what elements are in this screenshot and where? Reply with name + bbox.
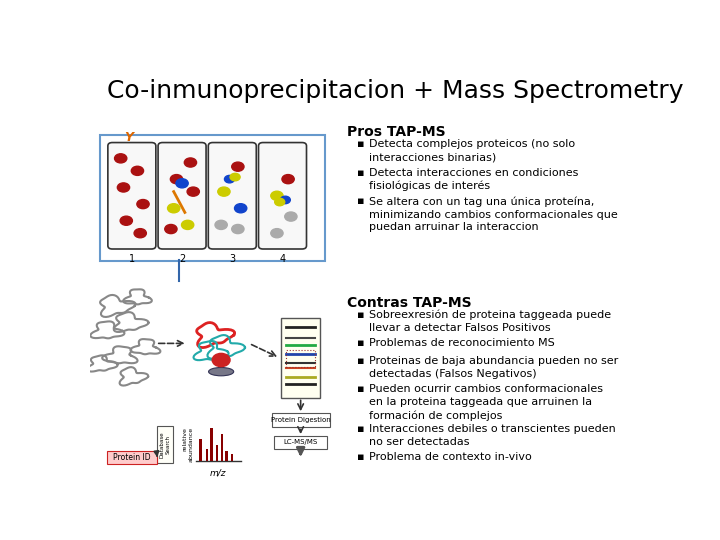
Text: 1: 1	[129, 254, 135, 264]
Circle shape	[165, 225, 177, 234]
Text: Co-inmunoprecipitacion + Mass Spectrometry: Co-inmunoprecipitacion + Mass Spectromet…	[107, 79, 683, 103]
Circle shape	[235, 204, 247, 213]
Text: ▪: ▪	[356, 197, 364, 206]
Text: Detecta complejos proteicos (no solo
interacciones binarias): Detecta complejos proteicos (no solo int…	[369, 139, 575, 162]
Text: Se altera con un tag una única proteína,
minimizando cambios conformacionales qu: Se altera con un tag una única proteína,…	[369, 197, 618, 232]
Bar	[220, 435, 223, 462]
Circle shape	[114, 154, 127, 163]
FancyBboxPatch shape	[100, 134, 325, 261]
Text: Contras TAP-MS: Contras TAP-MS	[347, 295, 472, 309]
Text: Y: Y	[125, 131, 134, 144]
Text: m/z: m/z	[210, 469, 227, 478]
Circle shape	[232, 225, 244, 234]
Bar	[230, 454, 233, 462]
Circle shape	[134, 228, 146, 238]
Circle shape	[230, 173, 240, 181]
Circle shape	[280, 196, 290, 204]
FancyBboxPatch shape	[157, 427, 174, 463]
Text: ▪: ▪	[356, 424, 364, 434]
FancyBboxPatch shape	[282, 318, 320, 399]
Text: relative
abundance: relative abundance	[182, 427, 193, 462]
Bar	[215, 445, 218, 462]
Bar	[210, 428, 213, 462]
Text: Pueden ocurrir cambios conformacionales
en la proteina taggeada que arruinen la
: Pueden ocurrir cambios conformacionales …	[369, 384, 603, 421]
FancyBboxPatch shape	[108, 143, 156, 249]
Text: ▪: ▪	[356, 356, 364, 366]
Circle shape	[117, 183, 130, 192]
FancyBboxPatch shape	[107, 451, 157, 464]
Text: Protein Digestion: Protein Digestion	[271, 417, 330, 423]
Circle shape	[284, 212, 297, 221]
Circle shape	[282, 174, 294, 184]
Text: Database
Search: Database Search	[160, 431, 171, 458]
Text: Interacciones debiles o transcientes pueden
no ser detectadas: Interacciones debiles o transcientes pue…	[369, 424, 616, 447]
Circle shape	[181, 220, 194, 230]
Circle shape	[184, 158, 197, 167]
Text: 2: 2	[179, 254, 185, 264]
Text: 3: 3	[229, 254, 235, 264]
FancyBboxPatch shape	[271, 413, 330, 427]
Text: Pros TAP-MS: Pros TAP-MS	[347, 125, 445, 139]
Circle shape	[137, 199, 149, 208]
FancyBboxPatch shape	[208, 143, 256, 249]
Text: ▪: ▪	[356, 168, 364, 178]
Text: ▪: ▪	[356, 338, 364, 348]
Circle shape	[171, 174, 183, 184]
Text: ▪: ▪	[356, 384, 364, 394]
Text: ▪: ▪	[356, 139, 364, 149]
Circle shape	[225, 176, 235, 183]
Ellipse shape	[209, 368, 234, 376]
Circle shape	[187, 187, 199, 196]
Circle shape	[217, 187, 230, 196]
Text: ▪: ▪	[356, 453, 364, 462]
Text: Problema de contexto in-vivo: Problema de contexto in-vivo	[369, 453, 532, 462]
Text: Proteinas de baja abundancia pueden no ser
detectadas (Falsos Negativos): Proteinas de baja abundancia pueden no s…	[369, 356, 618, 379]
Bar	[225, 451, 228, 462]
Text: LC-MS/MS: LC-MS/MS	[284, 440, 318, 445]
Circle shape	[275, 198, 284, 206]
Text: 4: 4	[279, 254, 286, 264]
Circle shape	[120, 216, 132, 225]
Circle shape	[131, 166, 143, 176]
FancyBboxPatch shape	[274, 436, 327, 449]
Text: ▪: ▪	[356, 310, 364, 320]
Text: Detecta interacciones en condiciones
fisiológicas de interés: Detecta interacciones en condiciones fis…	[369, 168, 578, 191]
Bar	[199, 438, 202, 462]
Circle shape	[212, 353, 230, 367]
FancyBboxPatch shape	[158, 143, 206, 249]
Circle shape	[271, 191, 283, 200]
Circle shape	[215, 220, 228, 230]
Text: Protein ID: Protein ID	[113, 453, 150, 462]
Text: Sobreexresión de proteina taggeada puede
llevar a detectar Falsos Positivos: Sobreexresión de proteina taggeada puede…	[369, 310, 611, 333]
FancyBboxPatch shape	[258, 143, 307, 249]
Circle shape	[176, 179, 188, 188]
Circle shape	[232, 162, 244, 171]
Circle shape	[271, 228, 283, 238]
Text: Problemas de reconocimiento MS: Problemas de reconocimiento MS	[369, 338, 554, 348]
Bar	[205, 449, 208, 462]
Circle shape	[168, 204, 180, 213]
